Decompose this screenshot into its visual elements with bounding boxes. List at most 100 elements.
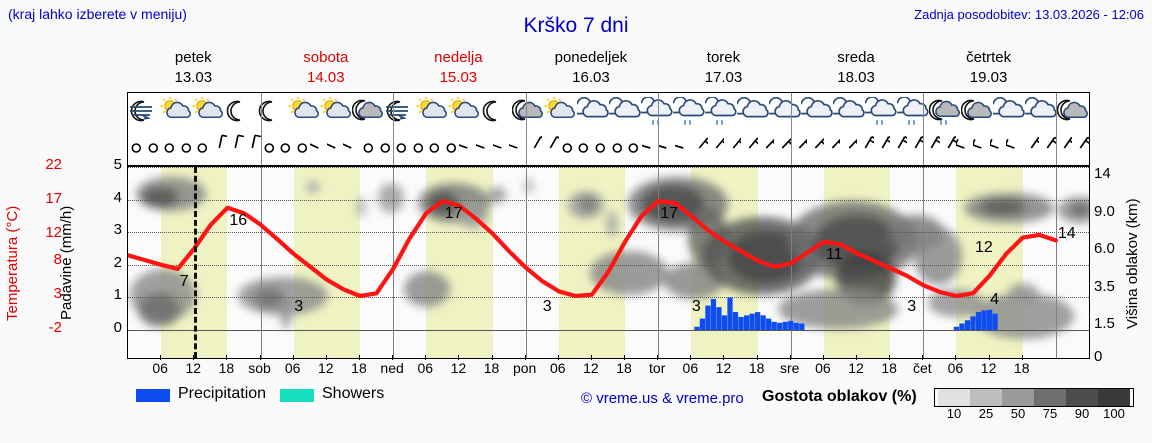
wind-barb: [791, 132, 808, 164]
x-tick-mark: [557, 355, 559, 360]
wind-barb: [824, 132, 841, 164]
x-tick-mark: [1021, 355, 1023, 360]
x-tick-mark: [292, 355, 294, 360]
wind-barb: [641, 132, 659, 164]
day-header-strip: petek 13.03 sobota 14.03 nedelja 15.03 ponedel…: [127, 46, 1090, 89]
wind-barb: [310, 132, 327, 164]
x-tick-label: 18: [351, 360, 367, 376]
day-separator: [260, 132, 262, 165]
day-header-2: nedelja 15.03: [392, 46, 525, 89]
temperature-value-label: 7: [179, 272, 189, 290]
x-tick-label: tor: [649, 360, 666, 376]
gridline-horizontal: [128, 297, 1089, 299]
day-separator: [923, 132, 925, 165]
density-tick-label: 90: [1074, 406, 1090, 421]
wind-barb: [1072, 132, 1089, 164]
cloud-height-tick: 0: [1094, 348, 1103, 365]
precipitation-tick: 5: [113, 156, 122, 173]
day-date: 15.03: [439, 69, 478, 86]
day-separator: [393, 132, 395, 165]
forecast-plot-area: 7 16 3 17 3 17 3 11 3 12 4 14: [127, 166, 1090, 359]
density-swatch: [1002, 389, 1034, 406]
current-time-marker: [194, 167, 198, 358]
day-header-0: petek 13.03: [127, 46, 260, 89]
cloud-density-scale: [938, 389, 1130, 406]
credit-link[interactable]: © vreme.us & vreme.pro: [581, 390, 744, 407]
temperature-tick: -2: [48, 319, 62, 336]
temperature-value-label: 3: [691, 298, 701, 316]
day-header-6: četrtek 19.03: [922, 46, 1055, 89]
wind-barb: [658, 132, 675, 164]
wind-barb: [725, 132, 742, 164]
day-header-4: torek 17.03: [657, 46, 790, 89]
location-menu-note: (kraj lahko izberete v meniju): [8, 6, 187, 22]
wind-barb: [674, 132, 692, 164]
density-tick-label: 75: [1042, 406, 1058, 421]
weather-icon-sun-cloud: [160, 96, 192, 128]
x-tick-label: čet: [912, 360, 932, 376]
wind-barb: [741, 132, 758, 164]
cloud-height-tick: 3.5: [1094, 278, 1115, 295]
wind-barb: [841, 132, 858, 164]
day-name: petek: [174, 49, 212, 66]
weather-icon-cloud: [1024, 96, 1057, 128]
wind-barb: [542, 132, 559, 164]
wind-barb: [211, 132, 228, 164]
wind-barb: [128, 132, 145, 164]
x-tick-label: pon: [512, 360, 537, 376]
temperature-tick: 17: [45, 189, 62, 207]
density-swatch: [938, 389, 970, 406]
wind-barb: [326, 132, 344, 164]
density-swatch: [970, 389, 1002, 406]
x-tick-mark: [624, 355, 626, 360]
weather-icon-sun-cloud: [416, 96, 448, 128]
weather-icon-cloud: [768, 96, 801, 128]
wind-barb: [459, 132, 476, 164]
x-tick-label: 18: [483, 360, 500, 376]
weather-icon-sun-cloud: [320, 96, 352, 128]
x-tick-label: 06: [417, 360, 434, 376]
temperature-value-label: 3: [542, 298, 552, 316]
x-tick-label: 18: [218, 360, 235, 376]
day-separator: [393, 167, 395, 358]
wind-barb: [377, 132, 394, 164]
temperature-tick: 8: [53, 251, 62, 269]
precipitation-tick: 2: [113, 253, 122, 271]
wind-barb: [890, 132, 907, 164]
wind-barb: [708, 132, 725, 164]
x-tick-mark: [988, 355, 990, 360]
weather-icon-moon-fog: [128, 96, 160, 128]
day-separator: [525, 167, 527, 358]
wind-barb: [194, 132, 211, 164]
temperature-value-label: 17: [660, 204, 678, 222]
day-header-5: sreda 18.03: [790, 46, 923, 89]
x-tick-label: 12: [980, 360, 997, 376]
weather-icon-cloud: [736, 96, 769, 128]
weather-icon-cloud-rain: [640, 96, 673, 128]
day-name: nedelja: [434, 49, 483, 66]
day-name: torek: [706, 49, 741, 66]
density-tick-label: 50: [1010, 406, 1026, 421]
x-tick-label: 18: [881, 360, 897, 376]
wind-barb: [178, 132, 195, 164]
wind-barb: [492, 132, 510, 164]
wind-barb: [575, 132, 592, 164]
x-tick-mark: [524, 355, 526, 360]
precipitation-tick: 0: [113, 319, 122, 336]
x-tick-label: sob: [248, 360, 271, 376]
day-date: 16.03: [572, 69, 610, 86]
x-tick-mark: [193, 355, 195, 360]
weather-icon-cloud: [992, 96, 1025, 128]
temperature-value-label: 16: [229, 211, 248, 229]
day-date: 13.03: [174, 69, 213, 86]
weather-icon-sun-cloud: [288, 96, 320, 128]
x-tick-mark: [226, 355, 228, 360]
x-tick-mark: [789, 355, 791, 360]
x-tick-mark: [690, 355, 692, 360]
x-tick-label: 12: [848, 360, 864, 376]
x-tick-mark: [955, 355, 957, 360]
wind-barb: [857, 132, 874, 164]
day-name: ponedeljek: [554, 49, 628, 66]
density-swatch: [1034, 389, 1066, 406]
x-tick-label: 18: [616, 360, 632, 376]
